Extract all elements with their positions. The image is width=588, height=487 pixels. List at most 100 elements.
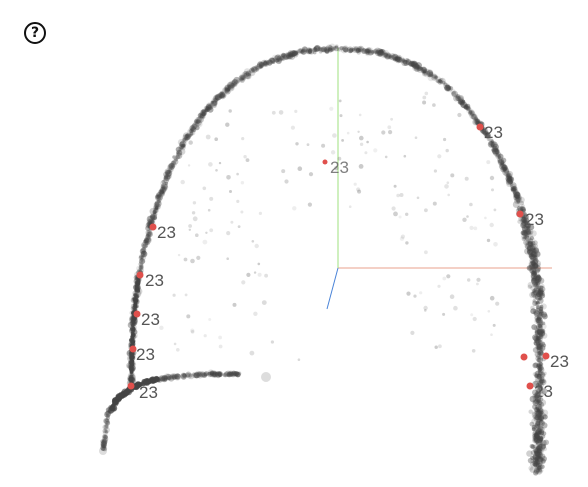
data-point <box>533 460 538 465</box>
data-point <box>237 371 242 376</box>
data-point <box>443 137 447 142</box>
data-point <box>494 148 499 153</box>
data-point <box>533 288 538 293</box>
data-point <box>204 108 209 113</box>
highlighted-point[interactable] <box>542 352 550 360</box>
data-point <box>178 144 184 150</box>
highlighted-point[interactable] <box>516 210 524 218</box>
data-point <box>224 88 231 95</box>
data-point <box>170 165 174 168</box>
highlighted-point[interactable] <box>136 271 144 279</box>
highlighted-point[interactable] <box>129 345 137 353</box>
data-point <box>536 408 541 412</box>
data-point <box>525 222 532 229</box>
highlighted-point[interactable] <box>476 123 484 131</box>
data-point <box>230 80 237 87</box>
data-point <box>450 89 456 95</box>
highlighted-point[interactable] <box>133 310 141 318</box>
data-point <box>154 194 162 201</box>
data-point <box>534 459 540 464</box>
data-point <box>207 106 212 110</box>
data-point <box>513 194 518 199</box>
data-point <box>539 371 546 378</box>
data-point <box>455 94 461 99</box>
highlighted-point[interactable] <box>520 353 528 361</box>
data-point <box>253 311 258 316</box>
data-point <box>531 247 536 253</box>
data-point <box>159 325 164 330</box>
data-point <box>133 300 138 304</box>
data-point <box>535 430 542 437</box>
data-point <box>497 158 505 166</box>
data-point <box>515 196 523 204</box>
highlighted-point[interactable] <box>149 223 157 231</box>
data-point <box>535 428 543 436</box>
help-button[interactable]: ? <box>24 22 46 44</box>
data-point <box>143 239 147 244</box>
data-point <box>533 433 537 436</box>
point-label: 23 <box>484 123 503 142</box>
data-point <box>102 444 107 449</box>
highlighted-point[interactable] <box>526 382 534 390</box>
data-point <box>219 93 226 100</box>
data-point <box>535 382 541 388</box>
data-point <box>541 373 545 377</box>
data-point <box>538 420 545 427</box>
data-point <box>535 395 539 399</box>
data-point <box>539 464 543 469</box>
data-point <box>388 55 392 60</box>
data-point <box>537 315 542 321</box>
data-point <box>192 216 198 222</box>
data-point <box>525 241 533 248</box>
data-point <box>533 380 539 385</box>
data-point <box>536 329 543 335</box>
data-point <box>538 452 542 456</box>
data-point <box>218 91 225 99</box>
data-point <box>226 175 231 180</box>
data-point <box>501 164 507 170</box>
data-point <box>489 140 496 147</box>
data-point <box>531 270 536 275</box>
data-point <box>319 47 325 53</box>
data-point <box>533 264 538 269</box>
data-point <box>161 179 166 184</box>
data-point <box>474 118 480 125</box>
data-point <box>417 64 421 68</box>
data-point <box>501 164 508 171</box>
data-point <box>537 289 542 293</box>
data-point <box>536 415 543 422</box>
data-point <box>540 412 547 419</box>
data-point <box>177 253 181 257</box>
data-point <box>532 454 538 460</box>
data-point <box>101 438 108 445</box>
data-point <box>366 47 372 53</box>
data-point <box>471 349 476 353</box>
data-point <box>199 371 206 378</box>
data-point <box>538 285 546 293</box>
data-point <box>534 350 541 358</box>
data-point <box>442 312 446 316</box>
data-point <box>444 84 451 91</box>
highlighted-point[interactable] <box>322 159 328 165</box>
data-point <box>469 112 477 120</box>
highlighted-point[interactable] <box>127 382 135 390</box>
data-point <box>300 49 305 54</box>
data-point <box>517 205 524 212</box>
data-point <box>230 371 237 378</box>
data-point <box>314 44 321 52</box>
data-point <box>538 367 543 371</box>
data-point <box>524 221 531 229</box>
data-point <box>153 212 157 216</box>
data-point <box>536 278 542 284</box>
data-point <box>533 250 541 257</box>
data-point <box>186 134 190 138</box>
data-point <box>149 214 156 220</box>
data-point <box>377 50 384 57</box>
data-point <box>188 224 193 228</box>
data-point <box>535 429 540 435</box>
data-point <box>241 71 248 78</box>
data-point <box>226 371 233 378</box>
data-point <box>530 285 536 291</box>
